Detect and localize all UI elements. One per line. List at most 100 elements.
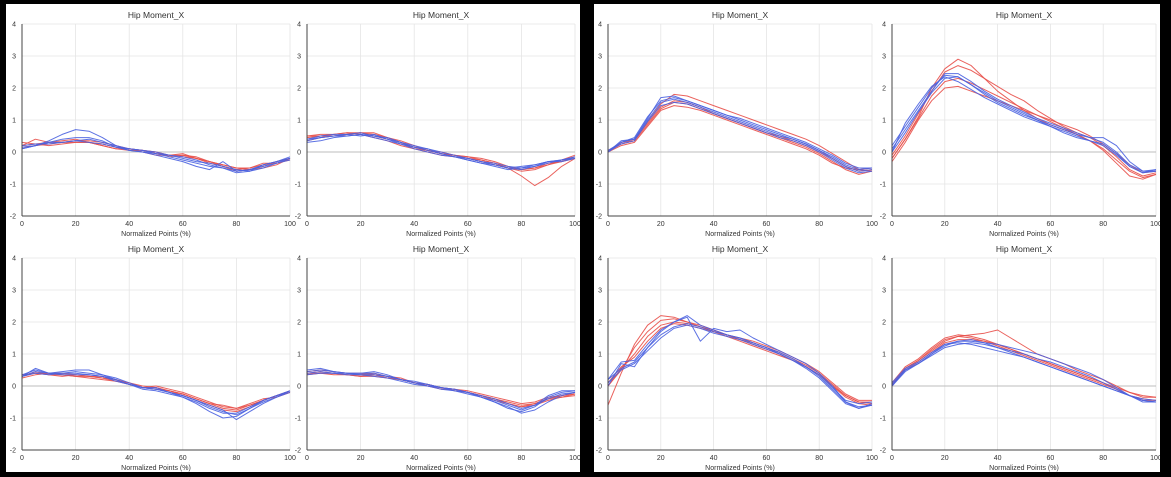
x-tick-label: 80 xyxy=(1099,221,1107,228)
x-tick-label: 60 xyxy=(1047,221,1055,228)
x-tick-label: 60 xyxy=(763,455,771,462)
x-tick-label: 20 xyxy=(657,455,665,462)
x-tick-label: 40 xyxy=(710,455,718,462)
x-tick-label: 20 xyxy=(657,221,665,228)
y-tick-label: 0 xyxy=(598,384,602,391)
series-line-red-4 xyxy=(891,77,1157,179)
x-tick-label: 0 xyxy=(305,221,309,228)
y-tick-label: 2 xyxy=(598,86,602,93)
series-line-blue-8 xyxy=(891,76,1157,174)
chart-panel-8: 0 20 40 60 80 100 -2 -1 0 1 2 3 4 Hip Moment_X Normali… xyxy=(880,244,1160,472)
x-tick-label: 60 xyxy=(179,221,187,228)
chart-title: Hip Moment_X xyxy=(128,10,185,20)
x-tick-label: 0 xyxy=(20,455,24,462)
x-axis-label: Normalized Points (%) xyxy=(989,465,1059,472)
series-line-red-3 xyxy=(306,369,576,408)
x-tick-label: 0 xyxy=(890,455,894,462)
series-line-blue-6 xyxy=(607,315,873,408)
x-tick-label: 20 xyxy=(357,221,365,228)
chart-title: Hip Moment_X xyxy=(996,10,1053,20)
y-tick-label: 4 xyxy=(297,22,301,29)
x-axis-label: Normalized Points (%) xyxy=(121,231,191,238)
y-tick-label: 0 xyxy=(598,150,602,157)
x-tick-label: 60 xyxy=(179,455,187,462)
chart-panel-1: 0 20 40 60 80 100 -2 -1 0 1 2 3 4 Hip Moment_X Normali… xyxy=(10,10,296,238)
y-tick-label: 4 xyxy=(297,256,301,263)
x-tick-label: 0 xyxy=(606,221,610,228)
x-tick-label: 100 xyxy=(866,455,878,462)
x-tick-label: 20 xyxy=(72,221,80,228)
right-chart-panel-group: 0 20 40 60 80 100 -2 -1 0 1 2 3 4 Hip Moment_X Normali… xyxy=(594,4,1160,472)
x-tick-label: 40 xyxy=(410,455,418,462)
series-line-blue-6 xyxy=(891,342,1157,403)
x-tick-label: 80 xyxy=(233,455,241,462)
y-tick-label: 3 xyxy=(598,54,602,61)
chart-title: Hip Moment_X xyxy=(413,244,470,254)
x-tick-label: 0 xyxy=(20,221,24,228)
y-tick-label: -1 xyxy=(596,182,602,189)
chart-panel-4: 0 20 40 60 80 100 -2 -1 0 1 2 3 4 Hip Moment_X Normali… xyxy=(295,244,580,472)
y-tick-label: -1 xyxy=(880,182,886,189)
x-tick-label: 80 xyxy=(815,455,823,462)
x-tick-label: 60 xyxy=(464,221,472,228)
x-tick-label: 80 xyxy=(518,221,526,228)
x-axis-label: Normalized Points (%) xyxy=(121,465,191,472)
series-line-red-4 xyxy=(607,101,873,172)
x-tick-label: 20 xyxy=(941,221,949,228)
y-tick-label: -1 xyxy=(880,416,886,423)
x-tick-label: 100 xyxy=(1150,455,1160,462)
y-tick-label: -1 xyxy=(10,182,16,189)
y-tick-label: 0 xyxy=(297,150,301,157)
series-line-blue-8 xyxy=(891,342,1157,403)
y-tick-label: 1 xyxy=(12,118,16,125)
x-axis-label: Normalized Points (%) xyxy=(705,231,775,238)
x-tick-label: 100 xyxy=(866,221,878,228)
y-tick-label: 3 xyxy=(12,54,16,61)
series-line-blue-8 xyxy=(21,138,291,172)
series-line-blue-7 xyxy=(891,339,1157,401)
x-tick-label: 20 xyxy=(72,455,80,462)
series-line-blue-7 xyxy=(607,324,873,409)
series-line-red-1 xyxy=(607,315,873,406)
y-tick-label: 0 xyxy=(882,150,886,157)
x-tick-label: 100 xyxy=(569,221,580,228)
y-tick-label: 2 xyxy=(297,320,301,327)
chart-title: Hip Moment_X xyxy=(712,10,769,20)
x-axis-label: Normalized Points (%) xyxy=(406,465,476,472)
y-tick-label: 0 xyxy=(297,384,301,391)
x-tick-label: 40 xyxy=(994,221,1002,228)
x-tick-label: 0 xyxy=(890,221,894,228)
grid xyxy=(306,257,576,451)
x-tick-label: 100 xyxy=(1150,221,1160,228)
chart-title: Hip Moment_X xyxy=(413,10,470,20)
y-tick-label: -2 xyxy=(10,214,16,221)
y-tick-label: 0 xyxy=(12,384,16,391)
y-tick-label: 1 xyxy=(598,118,602,125)
y-tick-label: -2 xyxy=(295,214,301,221)
x-tick-label: 80 xyxy=(815,221,823,228)
x-tick-label: 40 xyxy=(710,221,718,228)
y-tick-label: 1 xyxy=(12,352,16,359)
y-tick-label: 2 xyxy=(297,86,301,93)
x-tick-label: 60 xyxy=(464,455,472,462)
y-tick-label: 2 xyxy=(882,320,886,327)
y-tick-label: 2 xyxy=(12,320,16,327)
y-tick-label: 4 xyxy=(882,256,886,263)
chart-panel-3: 0 20 40 60 80 100 -2 -1 0 1 2 3 4 Hip Moment_X Normali… xyxy=(10,244,296,472)
series-line-red-3 xyxy=(306,132,576,171)
x-tick-label: 80 xyxy=(518,455,526,462)
series-line-blue-7 xyxy=(306,371,576,409)
x-tick-label: 60 xyxy=(1047,455,1055,462)
series-line-blue-8 xyxy=(306,133,576,169)
y-tick-label: 3 xyxy=(882,54,886,61)
series-line-blue-6 xyxy=(21,371,291,414)
series-line-red-1 xyxy=(21,371,291,409)
x-tick-label: 0 xyxy=(606,455,610,462)
series-line-blue-7 xyxy=(306,133,576,171)
x-tick-label: 40 xyxy=(994,455,1002,462)
x-tick-label: 20 xyxy=(357,455,365,462)
grid xyxy=(21,23,291,217)
y-tick-label: 4 xyxy=(882,22,886,29)
